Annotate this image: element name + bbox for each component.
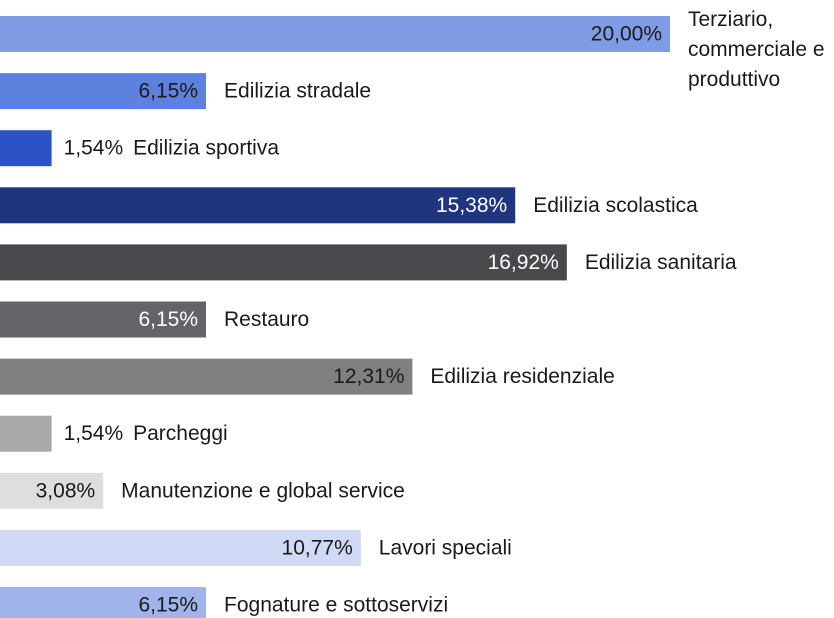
value-label: 1,54% [64, 137, 124, 160]
bar [0, 130, 52, 167]
category-label: Edilizia sportiva [133, 137, 279, 160]
category-label: Restauro [224, 308, 309, 331]
category-label: Manutenzione e global service [121, 479, 405, 502]
value-label: 16,92% [488, 251, 559, 274]
value-label: 20,00% [591, 23, 662, 46]
bar [0, 244, 567, 281]
category-label: Terziario, commerciale e produttivo [688, 8, 825, 91]
value-label: 12,31% [333, 365, 404, 388]
value-label: 6,15% [138, 80, 198, 103]
category-label: Edilizia residenziale [430, 365, 614, 388]
bar [0, 301, 207, 338]
category-label: Fognature e sottoservizi [224, 594, 448, 617]
bar [0, 529, 361, 566]
category-label: Edilizia scolastica [533, 194, 698, 217]
category-label: Edilizia sanitaria [585, 251, 737, 274]
value-label: 15,38% [436, 194, 507, 217]
value-label: 1,54% [64, 422, 124, 445]
bar [0, 16, 670, 52]
bar [0, 187, 516, 224]
category-label: Edilizia stradale [224, 80, 371, 103]
value-label: 3,08% [36, 479, 96, 502]
bar [0, 415, 52, 452]
bar [0, 358, 413, 395]
value-label: 6,15% [138, 308, 198, 331]
bar [0, 587, 207, 618]
value-label: 6,15% [138, 594, 198, 617]
category-label: Lavori speciali [379, 536, 512, 559]
bar [0, 472, 104, 509]
value-label: 10,77% [282, 536, 353, 559]
category-label: Parcheggi [133, 422, 228, 445]
bar [0, 73, 207, 110]
